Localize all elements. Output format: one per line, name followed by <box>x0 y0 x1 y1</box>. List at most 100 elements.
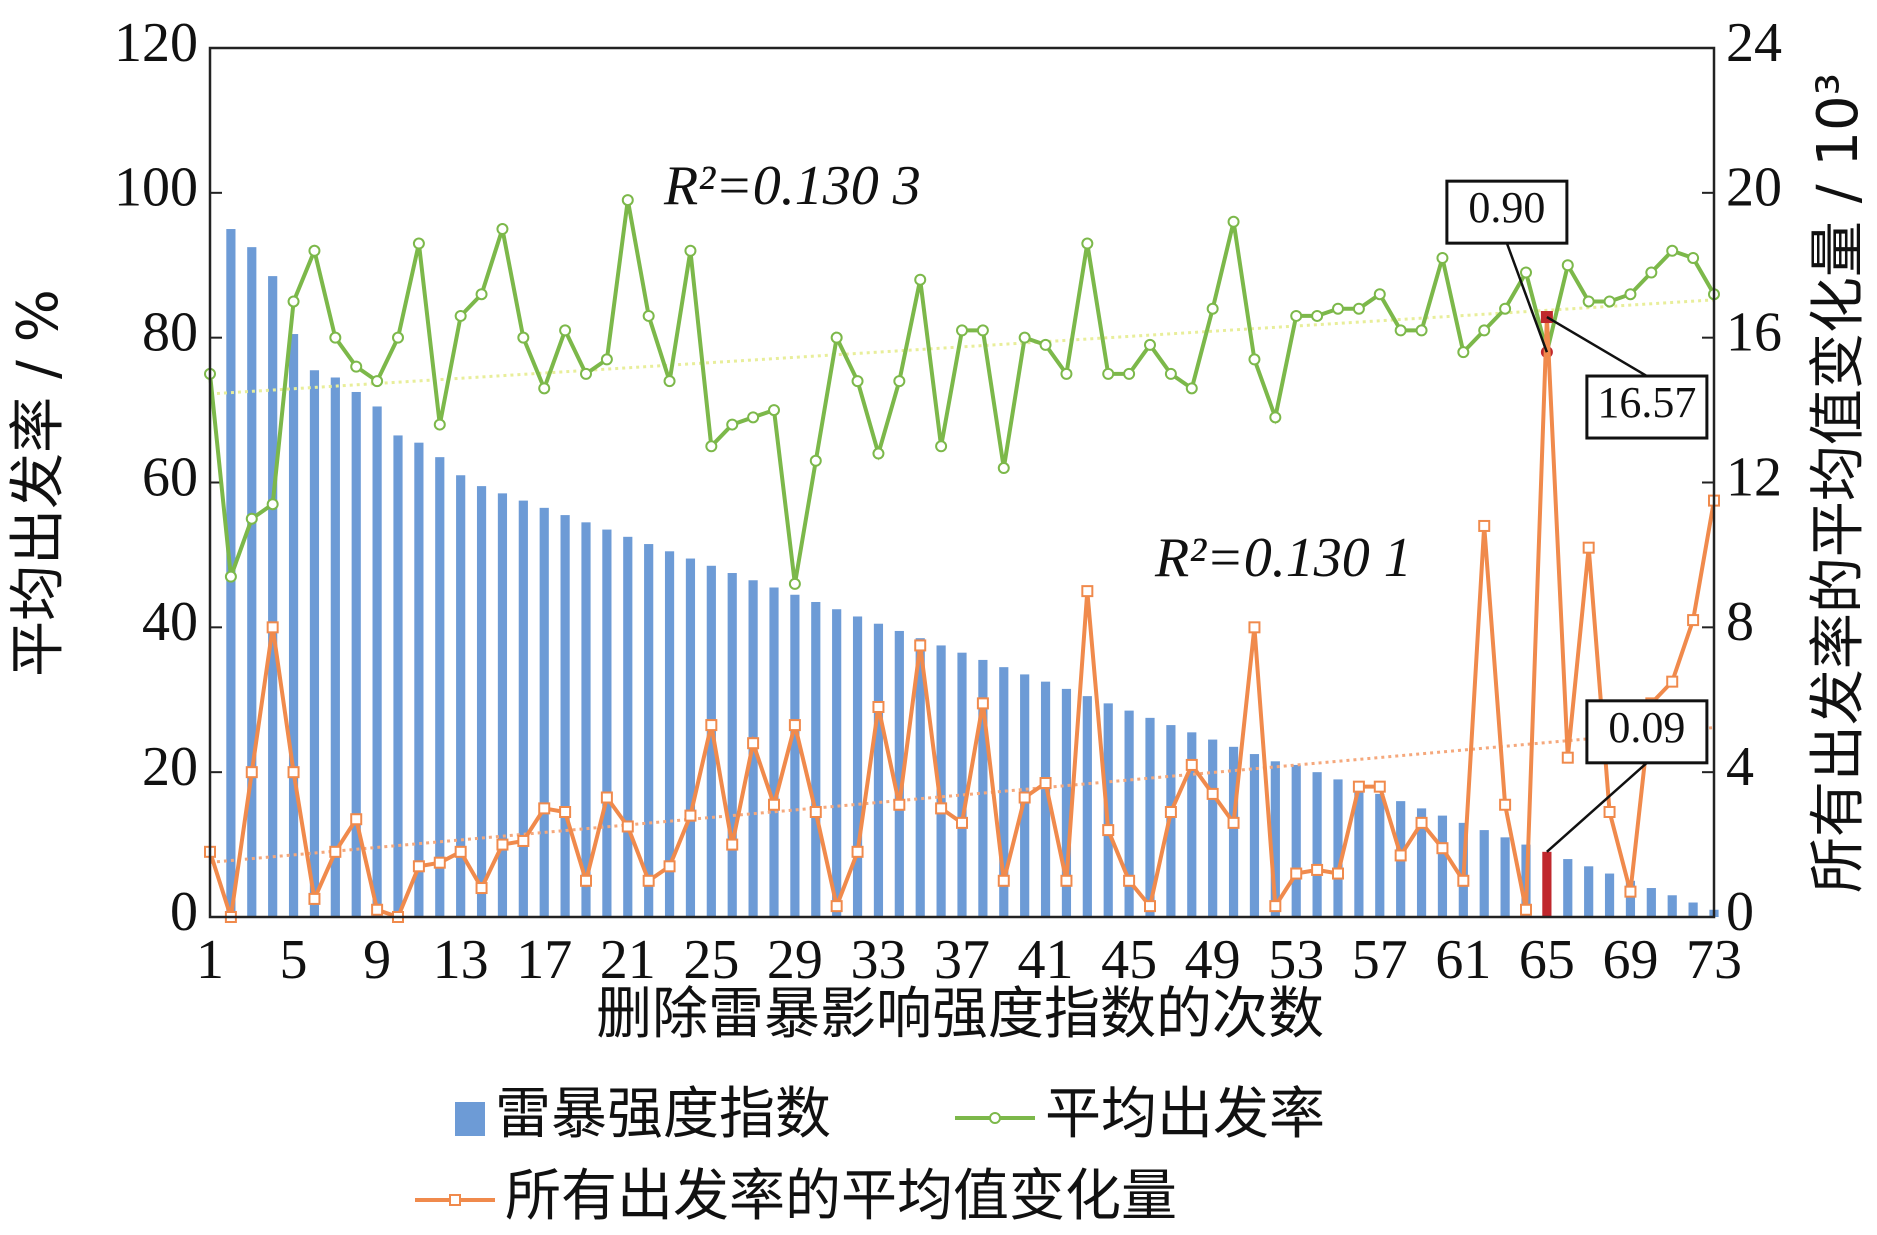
bar <box>1040 681 1051 917</box>
point <box>496 223 509 236</box>
bar <box>1542 851 1552 917</box>
point <box>350 360 363 373</box>
y2-tick-label: 24 <box>1726 12 1782 74</box>
y2-tick-label: 0 <box>1726 881 1754 943</box>
x-tick-label: 1 <box>196 929 224 991</box>
y-tick-label: 100 <box>114 157 198 219</box>
bar <box>1646 888 1656 917</box>
point <box>935 802 948 815</box>
bar <box>685 558 696 917</box>
point <box>1520 266 1532 279</box>
bar <box>1354 786 1364 917</box>
point <box>329 331 342 344</box>
point <box>559 805 572 818</box>
point <box>350 813 363 826</box>
point <box>663 375 676 388</box>
x-tick-label: 49 <box>1185 929 1241 991</box>
point <box>308 892 321 905</box>
point <box>976 697 989 710</box>
callout-box <box>1585 374 1709 440</box>
point <box>1352 780 1365 793</box>
bar <box>330 377 340 917</box>
bar <box>769 587 779 917</box>
bar <box>414 442 424 917</box>
bar <box>664 551 675 917</box>
point <box>830 331 843 344</box>
point <box>705 440 718 453</box>
legend-item: 所有出发率的平均值变化量 <box>415 1164 1177 1229</box>
point <box>392 331 404 344</box>
point <box>1561 259 1574 272</box>
bar <box>1667 895 1677 917</box>
point <box>1603 805 1616 818</box>
point <box>976 324 989 337</box>
point <box>245 512 258 525</box>
bar <box>247 247 257 918</box>
x-axis-title: 删除雷暴影响强度指数的次数 <box>596 982 1324 1047</box>
point <box>1081 237 1094 250</box>
legend-item: 雷暴强度指数 <box>455 1082 831 1147</box>
y-tick-label: 120 <box>114 12 198 74</box>
point <box>371 375 384 388</box>
point <box>872 447 885 460</box>
bar <box>727 573 737 917</box>
point <box>684 809 697 822</box>
bar <box>1061 688 1072 917</box>
plot-area <box>226 229 1719 918</box>
y2-tick-label: 4 <box>1726 736 1754 798</box>
point <box>496 838 509 851</box>
point <box>914 273 927 286</box>
point <box>1081 585 1094 598</box>
bar <box>456 475 466 917</box>
point <box>1687 252 1700 265</box>
bar <box>393 435 403 917</box>
trend-label: R²=0.130 3 <box>663 155 921 217</box>
point <box>705 719 718 732</box>
point <box>371 903 384 916</box>
point <box>1478 519 1491 532</box>
point <box>475 288 488 301</box>
point <box>997 874 1010 887</box>
point <box>1060 367 1073 380</box>
point <box>1018 331 1031 344</box>
x-tick-label: 29 <box>767 929 823 991</box>
point <box>412 860 425 873</box>
point <box>663 860 676 873</box>
bar <box>1437 815 1448 917</box>
legend-label: 所有出发率的平均值变化量 <box>505 1164 1177 1229</box>
point <box>956 324 968 337</box>
point <box>1248 621 1261 634</box>
point <box>1248 353 1261 366</box>
point <box>580 874 592 887</box>
bar <box>1333 779 1343 917</box>
x-tick-label: 65 <box>1519 929 1575 991</box>
y-tick-label: 80 <box>142 302 198 364</box>
bar <box>1228 746 1239 917</box>
bar <box>476 486 487 917</box>
point <box>287 295 300 308</box>
point <box>600 353 613 366</box>
bar <box>1604 873 1615 917</box>
bar <box>999 667 1009 917</box>
point <box>1624 885 1637 898</box>
x-tick-label: 45 <box>1101 929 1157 991</box>
bar <box>915 638 925 917</box>
bar <box>351 391 361 918</box>
legend-marker <box>989 1112 1001 1124</box>
point <box>956 816 968 829</box>
x-tick-label: 21 <box>600 929 656 991</box>
point <box>1144 338 1156 351</box>
point <box>517 331 530 344</box>
point <box>1123 367 1136 380</box>
point <box>893 375 906 388</box>
point <box>1603 295 1616 308</box>
point <box>433 418 446 431</box>
y-tick-label: 60 <box>142 446 198 508</box>
point <box>872 700 885 713</box>
bar <box>957 652 967 917</box>
point <box>621 194 634 207</box>
point <box>1520 903 1532 916</box>
point <box>1227 816 1240 829</box>
point <box>1373 780 1386 793</box>
